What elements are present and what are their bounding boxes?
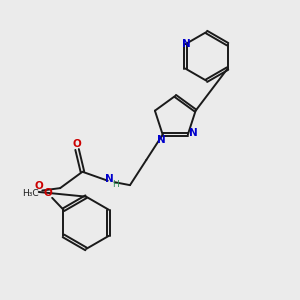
Text: H: H [112, 180, 119, 189]
Text: N: N [189, 128, 198, 138]
Text: N: N [105, 174, 114, 184]
Text: O: O [34, 181, 43, 191]
Text: N: N [157, 135, 166, 145]
Text: O: O [73, 139, 82, 149]
Text: N: N [182, 39, 191, 49]
Text: H₃C: H₃C [22, 189, 39, 198]
Text: O: O [44, 188, 52, 198]
